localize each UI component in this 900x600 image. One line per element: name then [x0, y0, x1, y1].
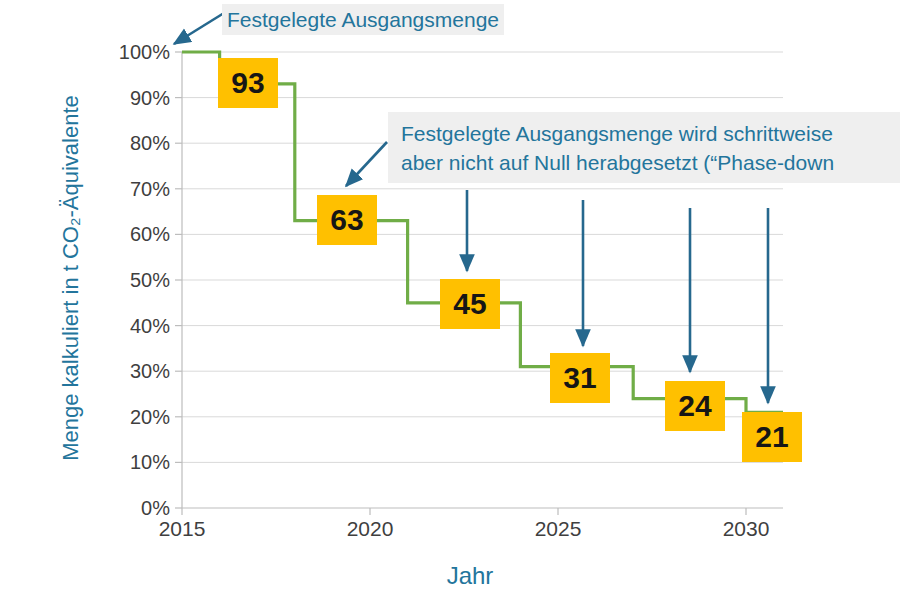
value-label-63: 63	[317, 195, 377, 245]
value-label-21: 21	[742, 412, 802, 462]
value-label-24: 24	[665, 381, 725, 431]
x-tick-label-2015: 2015	[142, 517, 222, 541]
y-tick-label-60: 60%	[100, 223, 170, 245]
x-tick-label-2020: 2020	[330, 517, 410, 541]
x-axis-title: Jahr	[380, 562, 560, 590]
y-tick-label-0: 0%	[100, 497, 170, 519]
y-tick-label-90: 90%	[100, 87, 170, 109]
y-tick-label-30: 30%	[100, 360, 170, 382]
annotation-phase-down-line1: Festgelegte Ausgangsmenge wird schrittwe…	[401, 119, 900, 148]
y-tick-label-20: 20%	[100, 406, 170, 428]
annotation-ausgangsmenge: Festgelegte Ausgangsmenge	[222, 4, 504, 35]
arrow-to-63	[346, 142, 387, 186]
y-axis-title: Menge kalkuliert in t CO₂-Äquivalente	[58, 95, 84, 461]
arrow-to-start-value	[174, 13, 224, 44]
y-tick-label-70: 70%	[100, 178, 170, 200]
annotation-phase-down-line2: aber nicht auf Null herabgesetzt (“Phase…	[401, 148, 900, 177]
y-tick-label-80: 80%	[100, 132, 170, 154]
chart-container: 0% 10% 20% 30% 40% 50% 60% 70% 80% 90% 100% 2015 20…	[0, 0, 900, 600]
x-tick-label-2025: 2025	[518, 517, 598, 541]
annotation-ausgangsmenge-text: Festgelegte Ausgangsmenge	[227, 8, 499, 31]
y-tick-label-50: 50%	[100, 269, 170, 291]
value-label-45: 45	[440, 279, 500, 329]
y-tick-label-40: 40%	[100, 315, 170, 337]
y-tick-label-10: 10%	[100, 451, 170, 473]
y-tick-label-100: 100%	[100, 41, 170, 63]
x-tick-label-2030: 2030	[706, 517, 786, 541]
value-label-31: 31	[550, 353, 610, 403]
annotation-phase-down: Festgelegte Ausgangsmenge wird schrittwe…	[388, 112, 900, 183]
value-label-93: 93	[218, 58, 278, 108]
